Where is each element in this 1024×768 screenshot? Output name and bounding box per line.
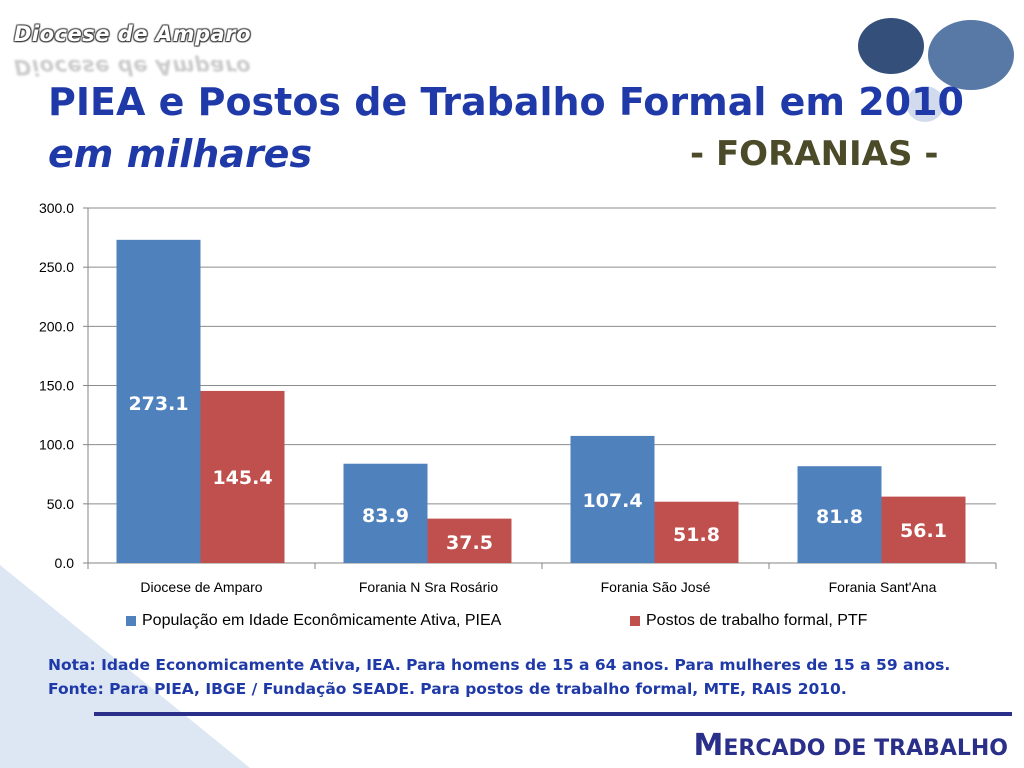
note-line: Nota: Idade Economicamente Ativa, IEA. P… <box>48 656 951 674</box>
bar-ptf <box>200 390 285 563</box>
legend-item-piea: População em Idade Econômicamente Ativa,… <box>126 612 501 630</box>
data-label: 37.5 <box>446 532 493 554</box>
y-tick-label: 100.0 <box>39 437 74 453</box>
bar-chart: 0.0 50.0 100.0 150.0 200.0 250.0 300.0 273.1 145… <box>39 200 997 595</box>
data-label: 273.1 <box>128 393 188 415</box>
chart-legend: População em Idade Econômicamente Ativa,… <box>0 612 1024 636</box>
legend-item-ptf: Postos de trabalho formal, PTF <box>630 612 867 630</box>
diocese-logo: Diocese de Amparo <box>14 22 252 46</box>
x-tick-label: Forania São José <box>601 579 711 595</box>
y-tick-label: 50.0 <box>47 496 74 512</box>
footer-divider <box>94 712 1012 716</box>
legend-label-piea: População em Idade Econômicamente Ativa,… <box>142 612 502 629</box>
decorative-circle-dark <box>858 18 924 74</box>
bar-piea <box>570 435 655 563</box>
y-tick-label: 200.0 <box>39 318 74 334</box>
decorative-circle-medium <box>928 20 1014 90</box>
y-tick-label: 300.0 <box>39 200 74 216</box>
data-label: 56.1 <box>900 520 947 542</box>
source-line: Fonte: Para PIEA, IBGE / Fundação SEADE.… <box>48 680 847 698</box>
data-label: 51.8 <box>673 524 720 546</box>
diocese-logo-reflection: Diocese de Amparo <box>14 55 252 79</box>
bar-piea <box>116 239 201 563</box>
bar-piea <box>797 466 882 563</box>
bar-piea <box>343 463 428 563</box>
legend-swatch-piea <box>126 616 136 626</box>
x-tick-label: Forania N Sra Rosário <box>359 579 498 595</box>
decorative-circle-light <box>906 86 944 122</box>
page-subtitle-units: em milhares <box>48 132 313 176</box>
y-tick-label: 0.0 <box>55 555 75 571</box>
y-tick-label: 150.0 <box>39 378 74 394</box>
footer-brand-initial: M <box>693 728 724 763</box>
x-tick-label: Forania Sant'Ana <box>829 579 937 595</box>
legend-label-ptf: Postos de trabalho formal, PTF <box>646 612 868 629</box>
legend-swatch-ptf <box>630 616 640 626</box>
page-title: PIEA e Postos de Trabalho Formal em 2010 <box>48 80 964 124</box>
bar-ptf <box>654 501 739 563</box>
page-subtitle-foranias: - FORANIAS - <box>690 134 939 174</box>
data-label: 81.8 <box>816 506 863 528</box>
bar-ptf <box>427 518 512 563</box>
footer-brand-rest: ERCADO DE TRABALHO <box>723 736 1008 761</box>
data-label: 83.9 <box>362 505 409 527</box>
data-label: 107.4 <box>582 490 642 512</box>
bar-ptf <box>881 496 966 563</box>
y-tick-label: 250.0 <box>39 259 74 275</box>
x-tick-label: Diocese de Amparo <box>140 579 262 595</box>
footer-brand: MERCADO DE TRABALHO <box>694 728 1008 763</box>
data-label: 145.4 <box>212 467 272 489</box>
